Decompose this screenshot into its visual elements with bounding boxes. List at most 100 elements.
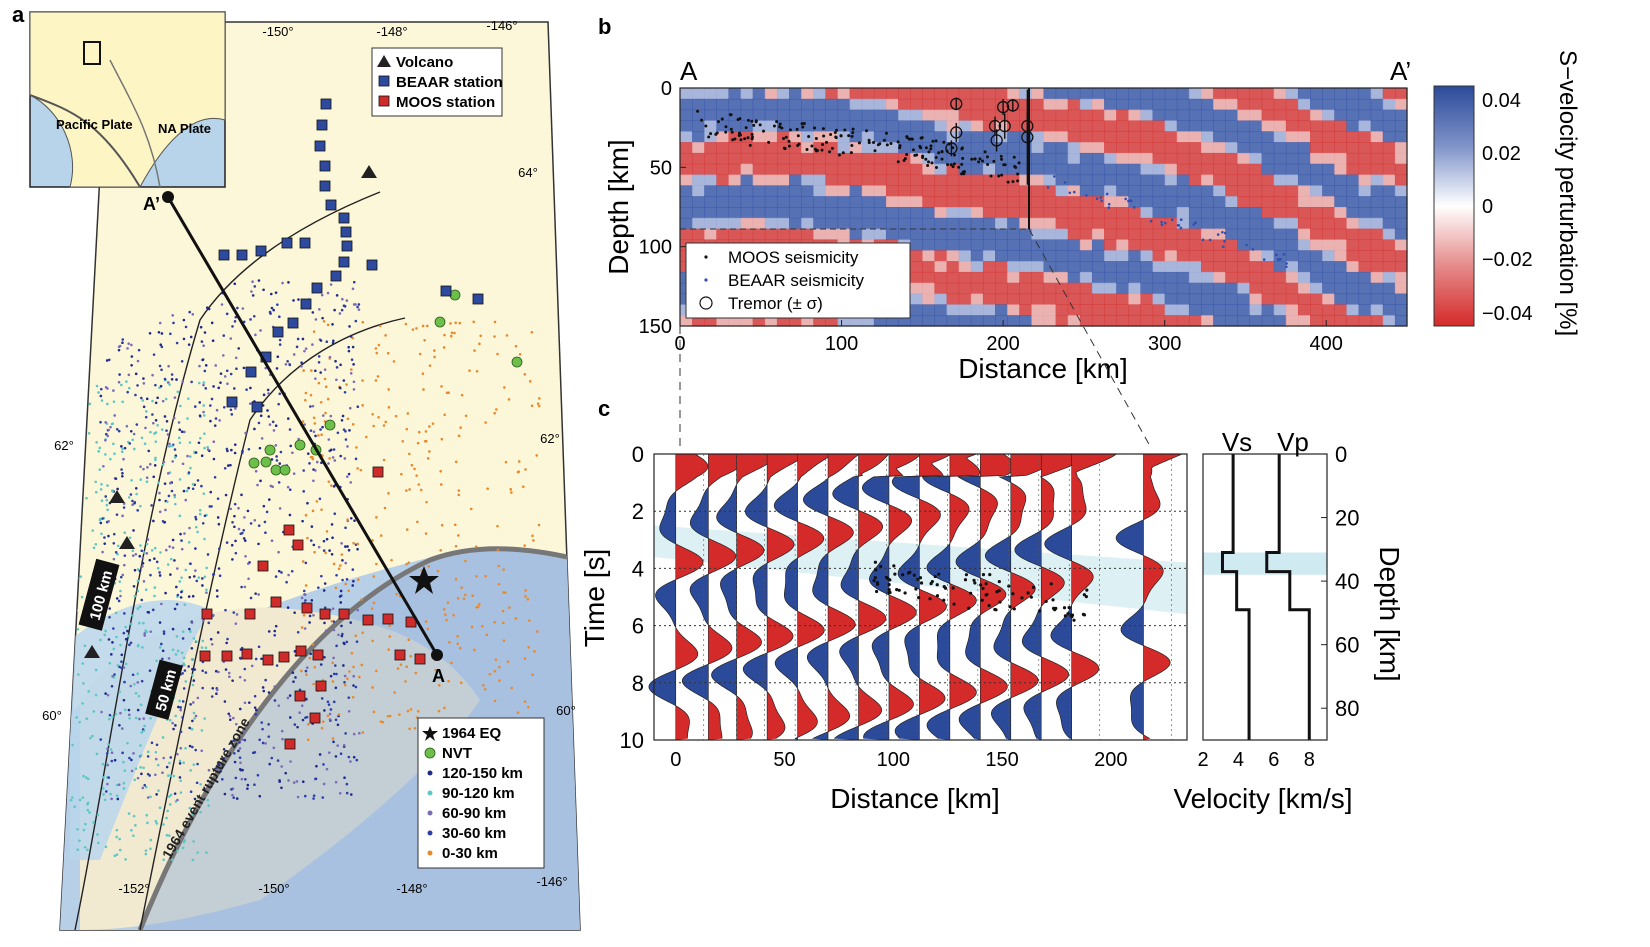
seismicity-dot: [288, 513, 292, 517]
seismicity-dot: [156, 566, 160, 570]
velocity-cell: [1091, 98, 1105, 111]
seismicity-dot: [344, 526, 347, 530]
beaar-seismicity-point: [1282, 253, 1286, 256]
velocity-cell: [1164, 250, 1178, 262]
seismicity-dot: [405, 665, 409, 669]
seismicity-dot: [388, 635, 392, 638]
velocity-cell: [692, 98, 705, 111]
velocity-cell: [898, 88, 911, 100]
seismicity-dot: [303, 627, 307, 630]
seismicity-dot: [320, 697, 324, 700]
velocity-cell: [873, 120, 887, 132]
seismicity-dot: [153, 586, 157, 589]
seismicity-dot: [115, 783, 119, 787]
velocity-cell: [825, 174, 839, 186]
velocity-cell: [1285, 98, 1299, 111]
seismicity-dot: [238, 675, 242, 679]
moos-station: [270, 596, 282, 608]
seismicity-dot: [81, 440, 84, 444]
seismicity-dot: [196, 696, 200, 700]
seismicity-dot: [286, 359, 289, 363]
velocity-field: [680, 88, 1408, 327]
seismicity-dot: [459, 681, 463, 685]
velocity-cell: [934, 250, 948, 262]
seismicity-dot: [456, 634, 459, 638]
velocity-cell: [1164, 304, 1178, 316]
seismicity-dot: [136, 509, 139, 512]
velocity-cell: [1128, 98, 1142, 111]
seismicity-dot: [159, 343, 163, 346]
seismicity-dot: [351, 287, 355, 291]
velocity-cell: [1237, 250, 1251, 262]
velocity-cell: [704, 142, 717, 154]
velocity-cell: [1019, 163, 1032, 176]
seismicity-dot: [99, 420, 102, 424]
velocity-cell: [1285, 293, 1299, 305]
velocity-band: [1203, 552, 1327, 575]
seismicity-dot: [334, 686, 338, 690]
seismicity-dot: [312, 794, 316, 797]
seismicity-dot: [493, 669, 497, 673]
seismicity-dot: [309, 393, 313, 397]
velocity-cell: [740, 185, 754, 197]
velocity-cell: [1334, 163, 1348, 176]
seismicity-dot: [292, 472, 296, 475]
velocity-cell: [1310, 163, 1323, 176]
velocity-cell: [1346, 293, 1360, 305]
seismicity-dot: [151, 373, 154, 377]
y-tick-label: 10: [620, 728, 644, 753]
seismicity-point: [987, 603, 991, 608]
seismicity-dot: [98, 518, 102, 522]
velocity-cell: [1104, 261, 1117, 273]
velocity-cell: [946, 217, 960, 230]
seismicity-dot: [207, 307, 211, 311]
velocity-cell: [1091, 207, 1105, 219]
velocity-cell: [873, 88, 887, 100]
seismicity-dot: [456, 534, 460, 537]
velocity-cell: [1055, 239, 1069, 251]
seismicity-dot: [119, 711, 122, 715]
seismicity-dot: [425, 324, 429, 328]
velocity-cell: [1249, 88, 1263, 100]
velocity-cell: [740, 217, 754, 230]
seismicity-dot: [532, 539, 535, 542]
seismicity-dot: [392, 360, 396, 363]
inset-study-area: [83, 41, 101, 65]
seismicity-dot: [314, 777, 318, 781]
velocity-cell: [740, 228, 754, 241]
seismicity-dot: [183, 603, 187, 607]
seismicity-dot: [104, 438, 107, 442]
seismicity-dot: [198, 401, 202, 404]
velocity-cell: [1213, 142, 1226, 154]
seismicity-dot: [136, 568, 140, 571]
velocity-cell: [982, 250, 996, 262]
seismicity-dot: [502, 621, 505, 625]
seismicity-dot: [331, 607, 335, 610]
seismicity-dot: [243, 701, 247, 705]
velocity-cell: [1201, 315, 1214, 327]
seismicity-dot: [258, 738, 261, 742]
velocity-cell: [958, 271, 972, 284]
velocity-cell: [1382, 239, 1396, 251]
beaar-station: [251, 401, 263, 413]
seismicity-dot: [127, 708, 131, 712]
seismicity-dot: [278, 507, 282, 510]
velocity-cell: [1237, 293, 1251, 305]
velocity-cell: [728, 142, 742, 154]
moos-seismicity-point: [825, 140, 829, 144]
trace-negative-fill: [774, 454, 798, 740]
velocity-cell: [752, 207, 766, 219]
seismicity-dot: [301, 780, 305, 784]
velocity-cell: [1370, 271, 1384, 284]
velocity-cell: [716, 228, 730, 241]
velocity-cell: [1043, 120, 1057, 132]
seismicity-point: [1054, 606, 1058, 610]
velocity-cell: [982, 185, 996, 197]
velocity-cell: [1116, 196, 1129, 208]
seismicity-dot: [354, 319, 358, 323]
velocity-cell: [1164, 207, 1178, 219]
velocity-cell: [1334, 120, 1348, 132]
velocity-cell: [1188, 88, 1202, 100]
seismicity-dot: [378, 324, 382, 328]
seismicity-dot: [454, 577, 458, 581]
